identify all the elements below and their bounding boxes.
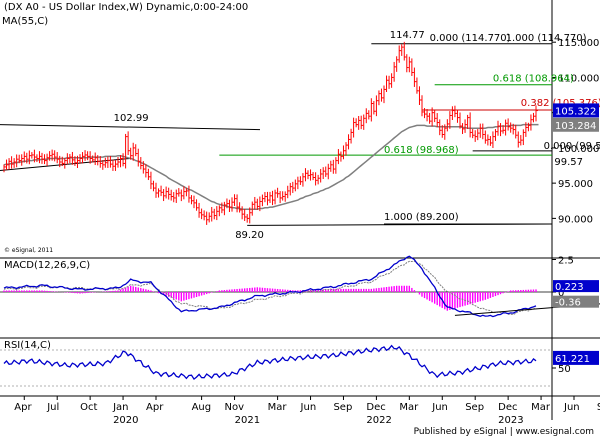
rsi-value-label: 61.221 <box>555 354 590 365</box>
price-tick-label: 100.000 <box>558 144 599 155</box>
x-tick-label: Sep <box>465 402 484 413</box>
price-tick-label: 110.000 <box>558 73 599 84</box>
ma-legend-label: MA(55,C) <box>2 16 49 27</box>
ma-value-label: 103.284 <box>555 121 596 132</box>
year-label: 2021 <box>235 415 260 426</box>
rsi-tick-label: 50 <box>558 364 571 375</box>
macd-tick-label: 2.5 <box>558 256 574 267</box>
x-tick-label: Jun <box>563 402 580 413</box>
price-tick-label: 115.000 <box>558 38 599 49</box>
x-tick-label: Mar <box>399 402 419 413</box>
signal-value-label: -0.36 <box>555 298 581 309</box>
x-tick-label: Oct <box>80 402 97 413</box>
fib-label-0-extra: 1.000 (114.770) <box>506 33 587 44</box>
year-label: 2022 <box>366 415 391 426</box>
x-tick-label: Dec <box>498 402 517 413</box>
macd-line <box>3 255 537 318</box>
fib-label-0-lower: 0.000 (99.570) <box>544 141 600 152</box>
fib-label-0: 0.000 (114.770) <box>430 33 511 44</box>
signal-value-badge <box>553 295 599 308</box>
x-tick-label: Jun <box>431 402 448 413</box>
x-tick-label: Sep <box>333 402 352 413</box>
price-annotation: 89.20 <box>235 230 264 241</box>
x-tick-label: Aug <box>192 402 212 413</box>
x-tick-label: Mar <box>531 402 551 413</box>
macd-title: MACD(12,26,9,C) <box>4 260 90 271</box>
price-tick-label: 90.000 <box>558 214 593 225</box>
rsi-line <box>3 344 537 381</box>
fib-label-618-upper: 0.618 (108.964) <box>493 74 574 85</box>
ma-value-badge <box>553 117 599 132</box>
x-tick-label: Sep <box>597 402 600 413</box>
x-tick-label: Mar <box>268 402 288 413</box>
last-price-label: 105.322 <box>555 106 596 117</box>
x-tick-label: Dec <box>366 402 385 413</box>
macd-value-label: 0.223 <box>555 282 584 293</box>
year-label: 2020 <box>113 415 138 426</box>
rsi-value-badge <box>553 350 599 365</box>
fib-label-618-lower: 0.618 (98.968) <box>384 145 459 156</box>
x-tick-label: Jun <box>300 402 317 413</box>
x-tick-label: Apr <box>146 402 164 413</box>
price-annotation: 99.57 <box>554 157 583 168</box>
x-tick-label: Nov <box>225 402 245 413</box>
x-tick-label: Jul <box>46 402 59 413</box>
price-tick-label: 95.000 <box>558 179 593 190</box>
chart-title: (DX A0 - US Dollar Index,W) Dynamic,0:00… <box>4 2 249 13</box>
copyright-text: © eSignal, 2011 <box>4 247 53 254</box>
fib-label-1000: 1.000 (89.200) <box>384 212 459 223</box>
price-annotation: 114.77 <box>390 30 425 41</box>
macd-tick-label: 0 <box>558 288 564 299</box>
year-label: 2023 <box>498 415 523 426</box>
macd-value-badge <box>553 280 599 293</box>
rsi-title: RSI(14,C) <box>4 340 51 351</box>
price-annotation: 102.99 <box>114 113 149 124</box>
x-tick-label: Jan <box>112 402 128 413</box>
x-tick-label: Apr <box>14 402 32 413</box>
trendline-upper <box>0 124 261 131</box>
last-price-badge <box>553 103 599 118</box>
footer-credit: Published by eSignal | www.esignal.com <box>413 427 594 437</box>
